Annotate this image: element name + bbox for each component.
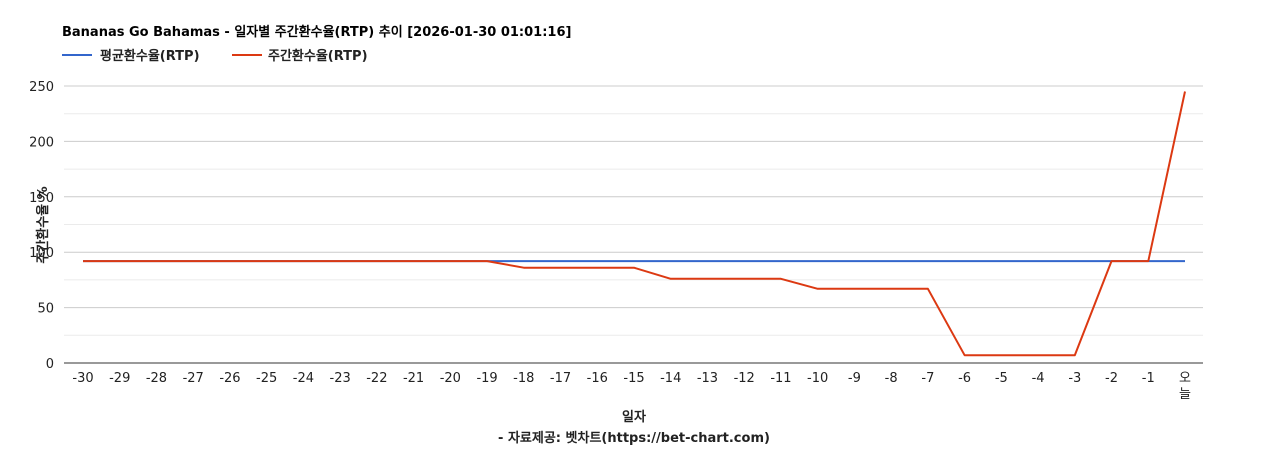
x-tick-label: -11 — [770, 371, 791, 386]
x-tick-label: -18 — [513, 371, 534, 386]
x-tick-label: -16 — [587, 371, 608, 386]
y-tick-label: 0 — [46, 357, 54, 372]
x-tick-label: -23 — [330, 371, 351, 386]
y-axis-title: 주간환수율 % — [35, 186, 51, 263]
x-tick-label: -30 — [72, 371, 93, 386]
x-tick-label: -12 — [734, 371, 755, 386]
x-tick-label: -15 — [623, 371, 644, 386]
y-tick-label: 200 — [29, 135, 54, 150]
x-tick-label: -9 — [848, 371, 861, 386]
y-axis-ticks: 0 50 100 150 200 250 — [29, 80, 54, 372]
legend-label-average: 평균환수율(RTP) — [100, 48, 200, 64]
x-tick-label: -28 — [146, 371, 167, 386]
legend: 평균환수율(RTP) 주간환수율(RTP) — [62, 48, 368, 64]
x-tick-label: -7 — [921, 371, 934, 386]
x-tick-label: -8 — [885, 371, 898, 386]
x-tick-label: -10 — [807, 371, 828, 386]
y-tick-label: 150 — [29, 191, 54, 206]
x-tick-label: -24 — [293, 371, 314, 386]
x-tick-label: -26 — [219, 371, 240, 386]
x-tick-label: -20 — [440, 371, 461, 386]
x-tick-label: -13 — [697, 371, 718, 386]
x-tick-label: -6 — [958, 371, 971, 386]
legend-label-weekly: 주간환수율(RTP) — [268, 48, 368, 64]
x-tick-label: -2 — [1105, 371, 1118, 386]
x-tick-label: -3 — [1068, 371, 1081, 386]
y-tick-label: 100 — [29, 246, 54, 261]
x-tick-label: -19 — [476, 371, 497, 386]
series-line-weekly — [83, 91, 1186, 357]
x-tick-label: -27 — [183, 371, 204, 386]
source-credit: - 자료제공: 벳차트(https://bet-chart.com) — [498, 430, 770, 446]
chart-title: Bananas Go Bahamas - 일자별 주간환수율(RTP) 추이 [… — [62, 24, 571, 40]
x-tick-label: -1 — [1142, 371, 1155, 386]
x-tick-label: -29 — [109, 371, 130, 386]
y-tick-label: 50 — [37, 302, 54, 317]
x-tick-label: -25 — [256, 371, 277, 386]
x-tick-label: -22 — [366, 371, 387, 386]
x-tick-label: -17 — [550, 371, 571, 386]
x-axis-title: 일자 — [622, 410, 646, 425]
x-tick-label: -4 — [1032, 371, 1045, 386]
x-tick-label: -21 — [403, 371, 424, 386]
grid — [64, 85, 1203, 364]
x-tick-label: -14 — [660, 371, 681, 386]
x-tick-label: -5 — [995, 371, 1008, 386]
legend-item-average[interactable]: 평균환수율(RTP) — [62, 48, 200, 64]
y-tick-label: 250 — [29, 80, 54, 95]
x-axis-ticks: -30 -29 -28 -27 -26 -25 -24 -23 -22 -21 -20 -19 -18 -… — [72, 371, 1191, 402]
legend-item-weekly[interactable]: 주간환수율(RTP) — [232, 48, 368, 64]
series — [83, 91, 1186, 357]
